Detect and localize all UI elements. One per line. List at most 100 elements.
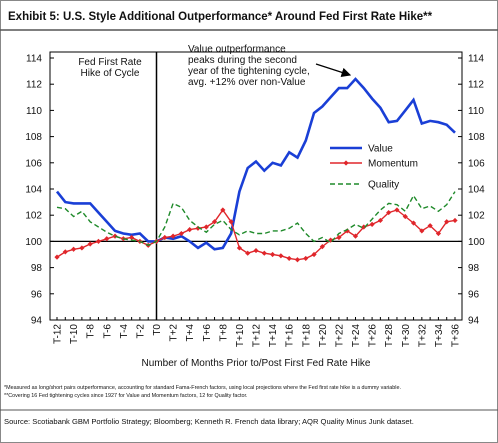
- marker: [394, 207, 400, 213]
- y2-tick-label: 108: [468, 132, 485, 143]
- legend-label: Quality: [368, 180, 399, 191]
- marker: [129, 234, 135, 241]
- y2-tick-label: 114: [468, 54, 484, 65]
- x-tick-label: T+36: [451, 324, 462, 348]
- series-line: [55, 77, 456, 251]
- x-tick-label: T-10: [69, 324, 80, 344]
- x-tick-label: T+14: [268, 324, 279, 348]
- marker: [236, 245, 243, 251]
- legend-label: Momentum: [368, 159, 418, 170]
- marker: [336, 234, 342, 241]
- y2-tick-label: 98: [468, 263, 480, 274]
- x-tick-label: T+16: [285, 324, 296, 348]
- marker: [162, 234, 168, 241]
- y-tick-label: 96: [31, 289, 43, 300]
- marker: [377, 217, 383, 224]
- marker: [369, 221, 375, 227]
- footnote: *Measured as long/short pairs outperform…: [4, 385, 401, 391]
- marker: [203, 224, 209, 230]
- marker: [303, 255, 309, 262]
- y2-tick-label: 110: [468, 106, 484, 117]
- annotation: year of the tightening cycle,: [188, 66, 310, 77]
- marker: [95, 238, 102, 244]
- marker: [104, 236, 110, 242]
- marker: [269, 251, 276, 258]
- marker: [228, 219, 234, 225]
- x-tick-label: T+30: [401, 324, 412, 348]
- chart-title: Exhibit 5: U.S. Style Additional Outperf…: [8, 11, 433, 23]
- y-tick-label: 106: [25, 158, 42, 169]
- marker: [319, 244, 325, 250]
- marker: [427, 223, 433, 229]
- marker: [220, 207, 226, 213]
- x-tick-label: T-12: [53, 324, 64, 344]
- source: Source: Scotiabank GBM Portfolio Strateg…: [4, 417, 414, 426]
- y-tick-label: 114: [26, 54, 42, 65]
- y-tick-label: 108: [25, 132, 42, 143]
- series-line: [56, 191, 456, 247]
- y2-tick-label: 96: [468, 289, 480, 300]
- x-tick-label: T+4: [185, 324, 196, 342]
- y2-tick-label: 100: [468, 237, 485, 248]
- y2-tick-label: 94: [468, 316, 480, 327]
- marker: [261, 250, 267, 256]
- x-tick-label: T+22: [334, 324, 345, 348]
- x-tick-label: T+10: [235, 324, 246, 348]
- marker: [344, 228, 350, 234]
- y2-tick-label: 102: [468, 211, 485, 222]
- annotation: avg. +12% over non-Value: [188, 77, 306, 88]
- x-tick-label: T+28: [384, 324, 395, 348]
- marker: [245, 250, 251, 256]
- marker: [419, 228, 425, 234]
- marker: [112, 233, 118, 239]
- marker: [294, 257, 301, 263]
- x-tick-label: T+18: [301, 324, 312, 348]
- x-tick-label: T-8: [86, 324, 97, 339]
- y2-tick-label: 106: [468, 158, 485, 169]
- x-tick-label: T+32: [417, 324, 428, 348]
- marker: [286, 255, 292, 262]
- marker: [170, 233, 176, 239]
- x-tick-label: T-4: [119, 324, 130, 339]
- x-tick-label: T0: [152, 324, 163, 336]
- marker: [54, 254, 60, 260]
- y-tick-label: 102: [25, 211, 42, 222]
- marker: [444, 219, 450, 225]
- x-tick-label: T+8: [218, 324, 229, 342]
- marker: [386, 209, 392, 216]
- x-tick-label: T+12: [252, 324, 263, 348]
- marker: [278, 253, 284, 259]
- x-tick-label: T+2: [169, 324, 180, 342]
- marker: [62, 249, 68, 255]
- annotation-arrow: [315, 63, 352, 77]
- y2-tick-label: 112: [468, 80, 484, 91]
- marker: [311, 251, 317, 258]
- marker: [70, 246, 77, 252]
- marker: [435, 230, 442, 237]
- marker: [178, 230, 184, 237]
- marker: [187, 227, 193, 233]
- y-tick-label: 110: [26, 106, 42, 117]
- annotation: Hike of Cycle: [81, 68, 140, 79]
- y-tick-label: 98: [31, 263, 43, 274]
- x-tick-label: T-2: [135, 324, 146, 339]
- y-tick-label: 94: [31, 316, 43, 327]
- y2-tick-label: 104: [468, 185, 485, 196]
- annotation: Fed First Rate: [78, 57, 142, 68]
- marker: [452, 217, 458, 224]
- x-tick-label: T+6: [202, 324, 213, 342]
- marker: [211, 219, 218, 225]
- marker: [402, 213, 408, 220]
- footnote: **Covering 16 Fed tightening cycles sinc…: [4, 393, 248, 399]
- marker: [79, 245, 85, 251]
- x-tick-label: T+24: [351, 324, 362, 348]
- x-tick-label: T+20: [318, 324, 329, 348]
- annotation: peaks during the second: [188, 55, 297, 66]
- x-tick-label: T-6: [102, 324, 113, 339]
- y-tick-label: 112: [26, 80, 42, 91]
- x-axis-label: Number of Months Prior to/Post First Fed…: [142, 358, 371, 369]
- legend-label: Value: [368, 144, 393, 155]
- marker: [361, 224, 367, 230]
